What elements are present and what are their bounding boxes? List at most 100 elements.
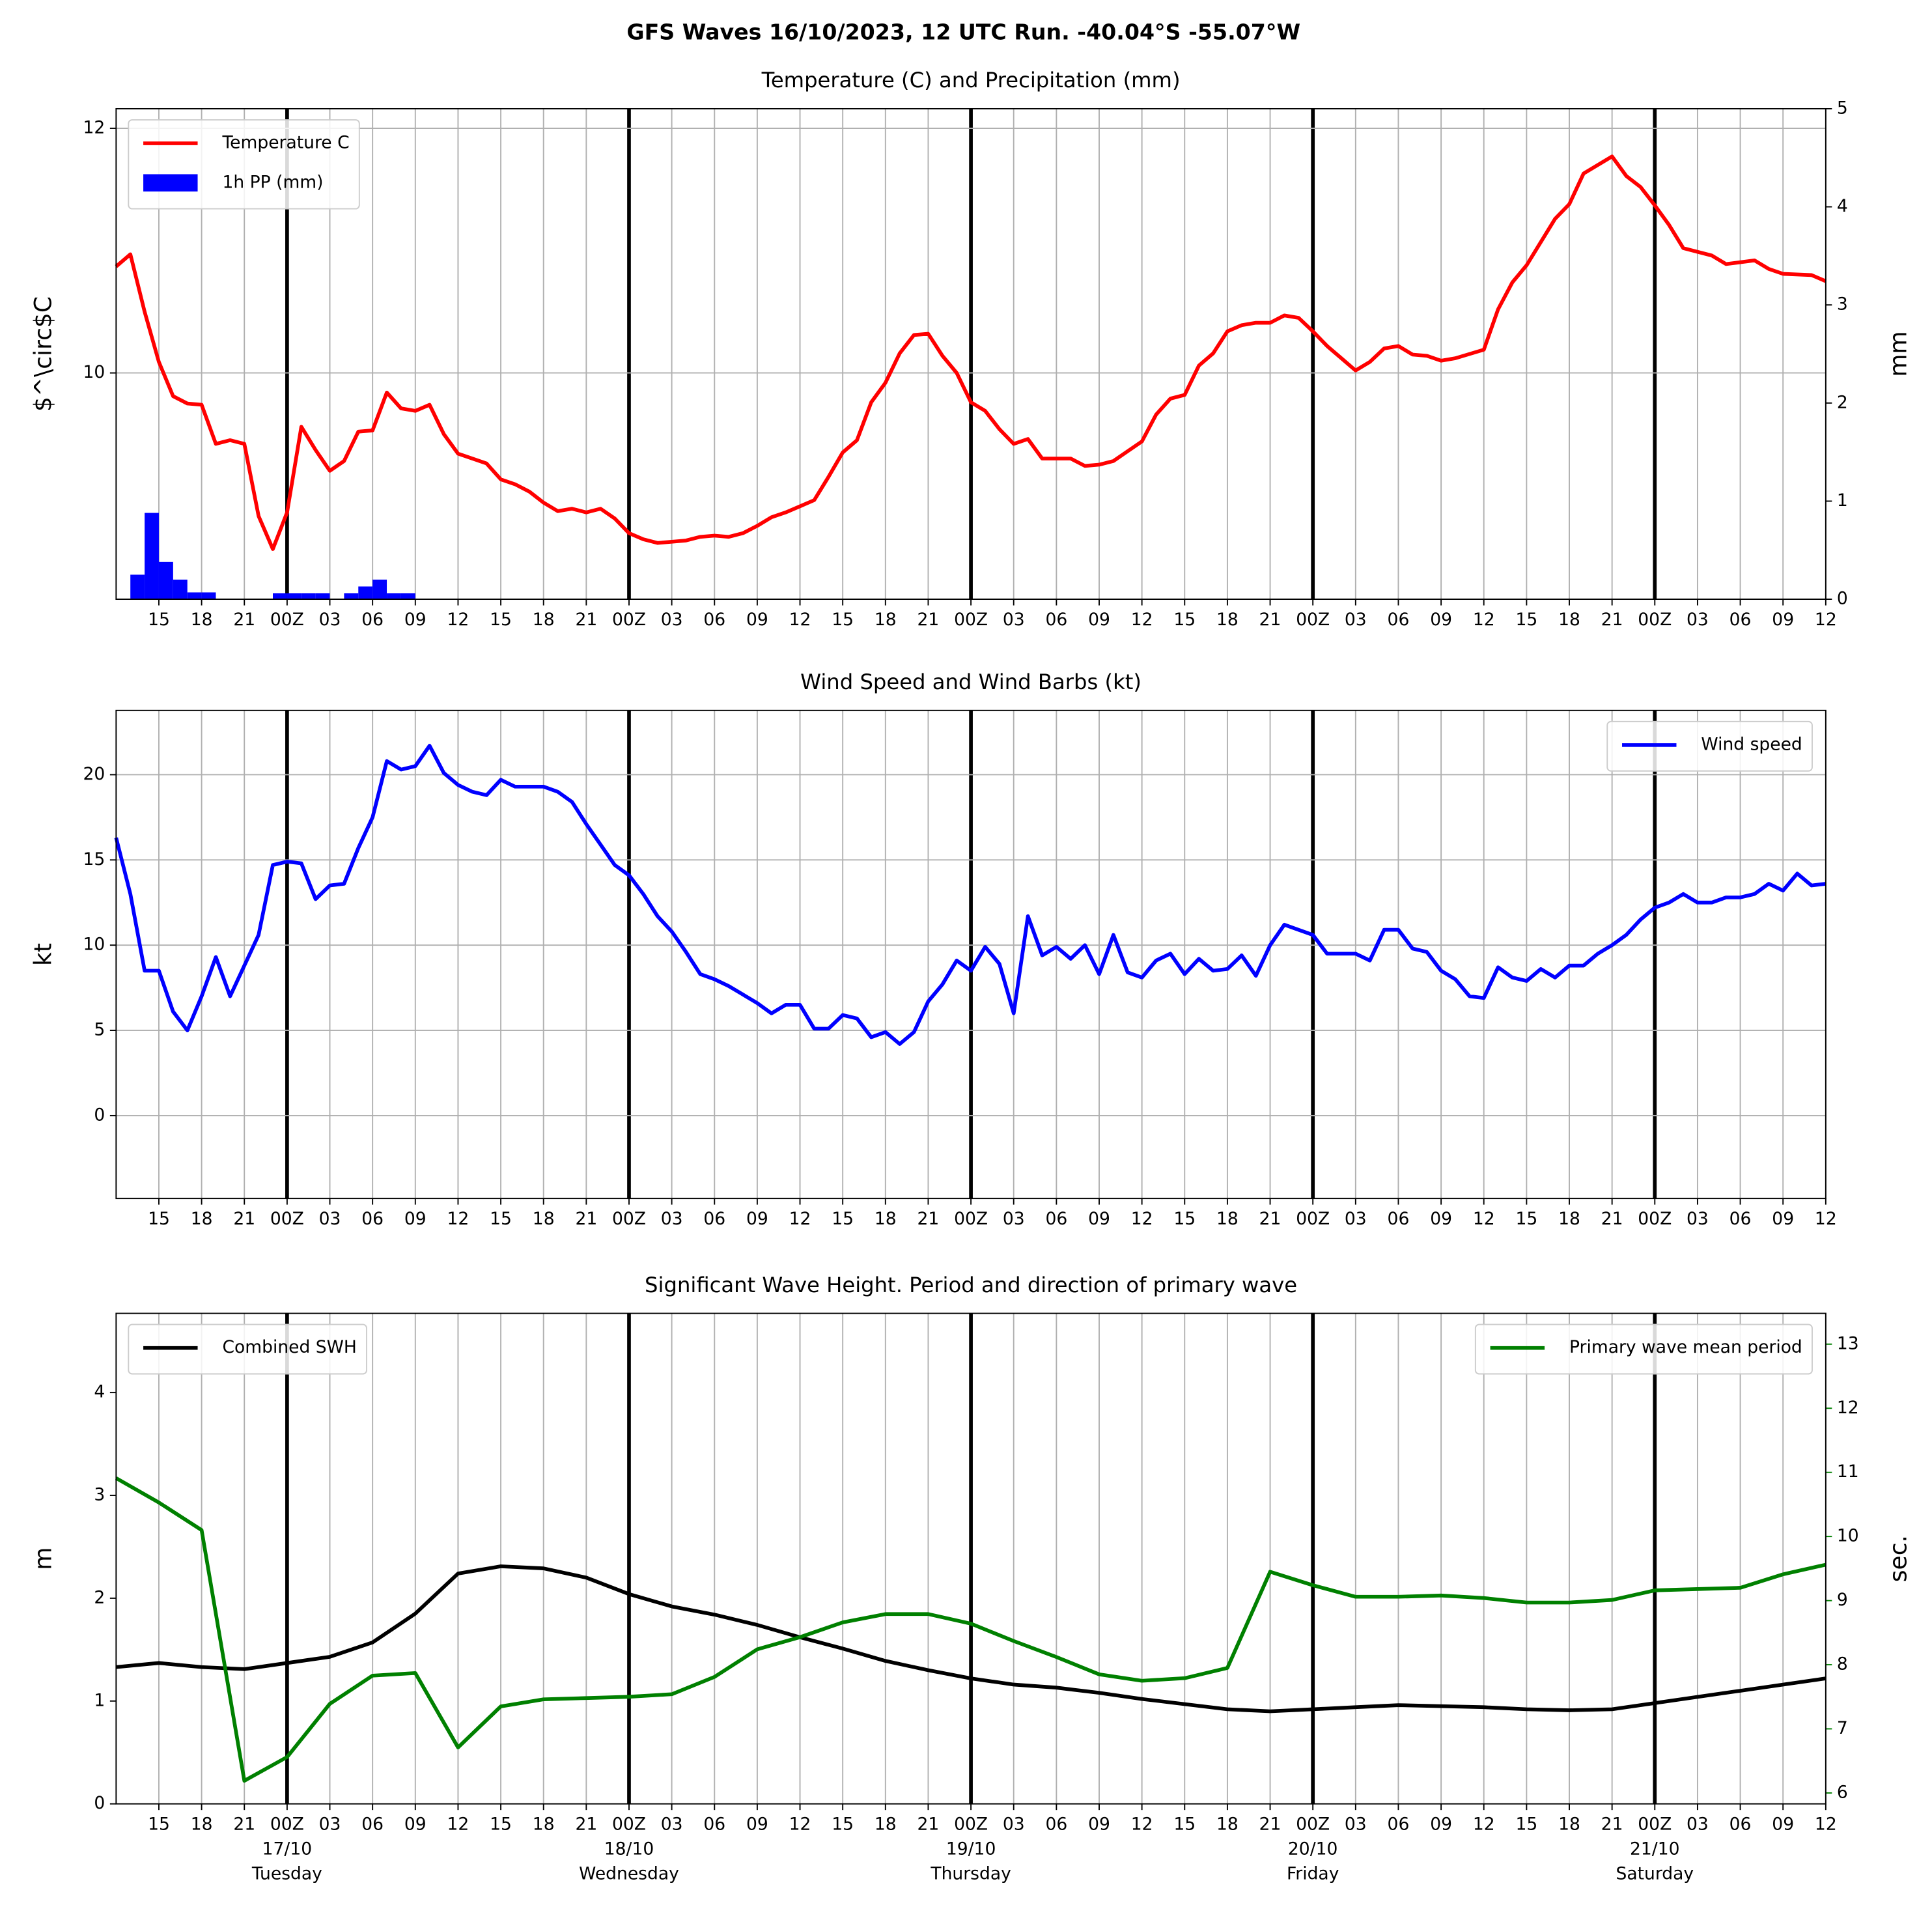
legend-box [1606,720,1813,772]
y2-tick-label: 8 [1837,1654,1848,1674]
y-tick-label: 4 [94,1382,105,1402]
x-tick-label: 15 [490,1209,512,1229]
x-tick-label: 18 [875,1814,897,1834]
x-tick-label: 00Z [954,610,988,630]
precip-bar [372,579,387,600]
plot-frame [115,1312,1827,1805]
legend-box [128,1323,367,1375]
x-tick-label: 03 [1003,610,1025,630]
x-tick-label: 15 [490,610,512,630]
y2-axis-label: mm [1886,331,1912,376]
x-tick-label: 12 [1131,1209,1153,1229]
x-tick-label: 18 [1216,1209,1239,1229]
x-tick-label: 03 [319,1209,341,1229]
precip-bar [358,586,373,600]
precip-bar [130,574,145,600]
precip-bar [387,593,401,600]
x-tick-label: 18 [1558,1209,1580,1229]
x-tick-label: 06 [1045,1209,1067,1229]
x-tick-label: 15 [148,1814,170,1834]
panel-title: Temperature (C) and Precipitation (mm) [761,68,1181,92]
panel-title: Significant Wave Height. Period and dire… [645,1273,1297,1297]
x-tick-label: 06 [1045,1814,1067,1834]
x-tick-label: 21 [233,1814,255,1834]
x-tick-label: 09 [1088,1814,1110,1834]
x-tick-label: 03 [1687,1814,1709,1834]
x-tick-label: 15 [1515,1814,1537,1834]
x-tick-label: 06 [703,1814,725,1834]
x-tick-label: 18 [1558,1814,1580,1834]
precip-bar [400,593,415,600]
x-tick-label: 06 [361,1814,384,1834]
date-label: 20/10 [1288,1839,1338,1859]
x-tick-label: 18 [533,1209,555,1229]
x-tick-label: 12 [1473,1814,1495,1834]
x-tick-label: 15 [490,1814,512,1834]
x-tick-label: 21 [233,1209,255,1229]
x-tick-label: 12 [447,1209,469,1229]
weekday-label: Friday [1287,1863,1339,1884]
x-tick-label: 09 [404,1814,427,1834]
x-tick-label: 18 [533,610,555,630]
series-line [115,1476,1827,1783]
x-tick-label: 06 [361,610,384,630]
y2-tick-label: 4 [1837,196,1848,216]
plot-frame [115,107,1827,600]
series-line [116,1564,1827,1714]
x-tick-label: 12 [1473,610,1495,630]
precip-bar [273,593,287,600]
x-tick-label: 03 [661,1814,683,1834]
y2-tick-label: 10 [1837,1526,1859,1546]
x-tick-label: 06 [1729,610,1752,630]
x-tick-label: 18 [875,610,897,630]
x-tick-label: 09 [1088,1209,1110,1229]
x-tick-label: 21 [575,1814,597,1834]
series-line [114,744,1827,1046]
y2-tick-label: 11 [1837,1461,1859,1482]
y2-tick-label: 12 [1837,1398,1859,1418]
y-tick-label: 10 [83,362,105,382]
precip-bar [145,513,159,600]
x-tick-label: 21 [1601,1209,1623,1229]
x-tick-label: 15 [1173,1209,1196,1229]
x-tick-label: 18 [1216,1814,1239,1834]
x-tick-label: 06 [1045,610,1067,630]
x-tick-label: 03 [661,1209,683,1229]
x-tick-label: 21 [1259,610,1281,630]
x-tick-label: 09 [1430,1814,1452,1834]
x-tick-label: 00Z [1638,1814,1672,1834]
y2-tick-label: 3 [1837,294,1848,315]
x-tick-label: 21 [1601,1814,1623,1834]
x-tick-label: 09 [1430,610,1452,630]
weekday-label: Saturday [1616,1863,1694,1884]
precip-bar [187,592,202,600]
x-tick-label: 09 [746,1209,768,1229]
x-tick-label: 15 [1173,610,1196,630]
x-tick-label: 00Z [954,1209,988,1229]
x-tick-label: 06 [703,1209,725,1229]
date-label: 19/10 [946,1839,996,1859]
x-tick-label: 18 [875,1209,897,1229]
x-tick-label: 03 [319,610,341,630]
x-tick-label: 09 [746,610,768,630]
weekday-label: Tuesday [251,1863,322,1884]
x-tick-label: 18 [1558,610,1580,630]
x-tick-label: 09 [1088,610,1110,630]
legend-swatch [143,174,198,192]
y2-axis-label: sec. [1886,1535,1912,1582]
precip-bar [201,592,216,600]
x-tick-label: 06 [1729,1814,1752,1834]
series-line [115,154,1827,551]
y-tick-label: 12 [83,117,105,137]
date-label: 21/10 [1630,1839,1680,1859]
y-tick-label: 15 [83,849,105,869]
x-tick-label: 00Z [1296,1209,1330,1229]
x-tick-label: 21 [233,610,255,630]
x-tick-label: 15 [832,610,854,630]
plot-frame [115,709,1827,1200]
x-tick-label: 12 [1815,610,1837,630]
precip-bar [173,579,188,600]
panel-title: Wind Speed and Wind Barbs (kt) [800,670,1141,694]
